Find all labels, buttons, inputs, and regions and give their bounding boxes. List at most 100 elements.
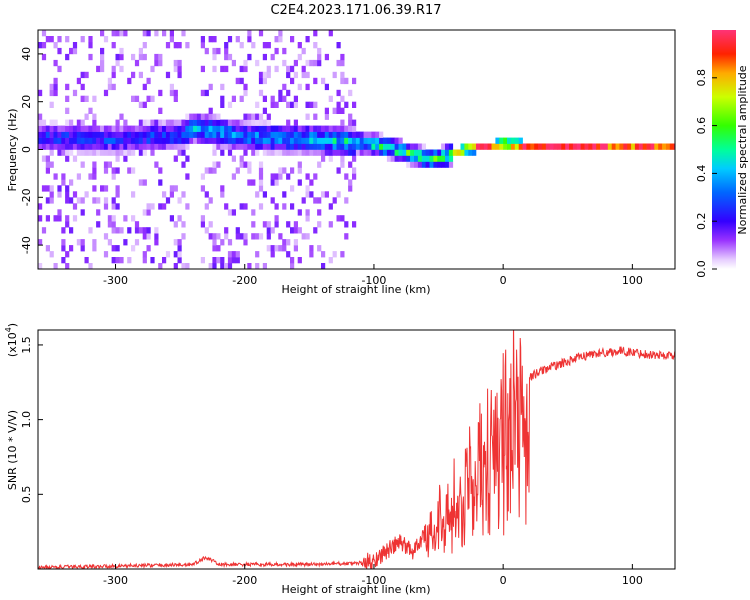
spectrogram-cell bbox=[472, 143, 477, 150]
spectrogram-cell bbox=[348, 161, 353, 168]
spectrogram-cell bbox=[282, 95, 287, 102]
spectrogram-cell bbox=[92, 197, 97, 204]
spectrogram-cell bbox=[200, 119, 205, 126]
spectrogram-cell bbox=[131, 137, 136, 144]
spectrogram-cell bbox=[212, 65, 217, 73]
spectrogram-cell bbox=[332, 137, 337, 144]
spectrogram-cell bbox=[270, 137, 275, 144]
spectrogram-cell bbox=[305, 185, 310, 192]
spectrogram-cell bbox=[69, 245, 74, 252]
spectrogram-cell bbox=[169, 215, 174, 222]
spectrogram-cell bbox=[340, 251, 345, 258]
spectrogram-cell bbox=[88, 36, 93, 43]
spectrogram-cell bbox=[224, 137, 229, 144]
spectrogram-cell bbox=[305, 59, 310, 67]
spectrogram-cell bbox=[255, 131, 260, 138]
spectrogram-cell bbox=[332, 143, 337, 150]
spectrogram-cell bbox=[115, 53, 120, 61]
spectrogram-cell bbox=[662, 143, 667, 150]
spectrogram-cell bbox=[185, 119, 190, 126]
spectrogram-cell bbox=[227, 257, 233, 264]
spectrogram-cell bbox=[313, 30, 318, 37]
spectrogram-cell bbox=[200, 113, 205, 120]
spectrogram-cell bbox=[290, 77, 295, 85]
spectrogram-cell bbox=[406, 155, 411, 162]
spectrogram-cell bbox=[297, 42, 302, 49]
spectrogram-cell bbox=[84, 125, 89, 132]
spectrogram-cell bbox=[321, 131, 326, 138]
spectrogram-cell bbox=[65, 215, 70, 222]
spectrogram-cell bbox=[208, 137, 213, 144]
spectrogram-cell bbox=[150, 125, 155, 132]
spectrogram-cell bbox=[181, 137, 186, 144]
spectrogram-cell bbox=[402, 155, 407, 162]
spectrogram-cell bbox=[305, 149, 310, 156]
spectrogram-cell bbox=[344, 131, 349, 138]
spectrogram-cell bbox=[53, 89, 58, 97]
spectrogram-cell bbox=[185, 131, 190, 138]
spectrogram-cell bbox=[243, 137, 248, 144]
spectrogram-cell bbox=[301, 149, 306, 156]
spectrogram-cell bbox=[142, 209, 147, 216]
spectrogram-cell bbox=[181, 263, 186, 269]
spectrogram-cell bbox=[212, 263, 217, 269]
spectrogram-cell bbox=[69, 119, 74, 126]
spectrogram-cell bbox=[227, 101, 233, 108]
spectrogram-cell bbox=[111, 149, 116, 156]
spectrogram-cell bbox=[208, 263, 213, 269]
spectrogram-cell bbox=[247, 161, 252, 168]
spectrogram-cell bbox=[290, 137, 295, 144]
spectrogram-cell bbox=[193, 137, 198, 144]
spectrogram-cell bbox=[239, 155, 244, 162]
spectrogram-cell bbox=[344, 173, 349, 180]
spectrogram-cell bbox=[317, 59, 322, 67]
spectrogram-cell bbox=[204, 113, 209, 120]
colorbar-tick-label: 0.4 bbox=[695, 165, 708, 183]
spectrogram-cell bbox=[200, 185, 205, 192]
spectrogram-cell bbox=[297, 125, 302, 132]
spectrogram-cell bbox=[247, 167, 252, 174]
spectrogram-cell bbox=[103, 36, 109, 43]
spectrogram-cell bbox=[119, 30, 124, 37]
spectrogram-cell bbox=[355, 143, 361, 150]
spectrogram-cell bbox=[328, 95, 333, 102]
spectrogram-cell bbox=[142, 137, 147, 144]
spectrogram-cell bbox=[348, 149, 353, 156]
spectrogram-cell bbox=[96, 65, 101, 73]
spectrogram-cell bbox=[123, 137, 128, 144]
colorbar-gradient bbox=[712, 30, 736, 269]
x-tick-label: 100 bbox=[622, 574, 643, 587]
spectrogram-cell bbox=[390, 137, 395, 144]
spectrogram-cell bbox=[173, 119, 178, 126]
spectrogram-cell bbox=[390, 143, 395, 150]
spectrogram-cell bbox=[514, 137, 519, 144]
spectrogram-cell bbox=[224, 227, 229, 234]
spectrogram-cell bbox=[328, 137, 333, 144]
spectrogram-cell bbox=[251, 179, 256, 186]
x-tick-label: -300 bbox=[103, 574, 128, 587]
spectrogram-cell bbox=[158, 143, 163, 150]
spectrogram-cell bbox=[80, 95, 85, 102]
spectrogram-cell bbox=[154, 227, 159, 234]
spectrogram-cell bbox=[305, 215, 310, 222]
spectrogram-cell bbox=[65, 95, 70, 102]
spectrogram-cell bbox=[402, 149, 407, 156]
spectrogram-cell bbox=[355, 137, 361, 144]
spectrogram-cell bbox=[352, 131, 357, 138]
spectrogram-cell bbox=[390, 149, 395, 156]
spectrogram-cell bbox=[266, 233, 271, 240]
spectrogram-cell bbox=[243, 89, 248, 97]
spectrogram-cell bbox=[321, 137, 326, 144]
spectrogram-cell bbox=[111, 71, 116, 79]
spectrogram-cell bbox=[45, 245, 50, 252]
spectrogram-cell bbox=[239, 42, 244, 49]
spectrogram-cell bbox=[545, 143, 550, 150]
spectrogram-cell bbox=[258, 173, 264, 180]
spectrogram-cell bbox=[600, 143, 605, 150]
spectrogram-cell bbox=[270, 143, 275, 150]
spectrogram-cell bbox=[278, 245, 283, 252]
spectrogram-cell bbox=[53, 119, 58, 126]
spectrogram-cell bbox=[72, 125, 78, 132]
spectrogram-cell bbox=[534, 143, 539, 150]
spectrogram-cell bbox=[53, 215, 58, 222]
